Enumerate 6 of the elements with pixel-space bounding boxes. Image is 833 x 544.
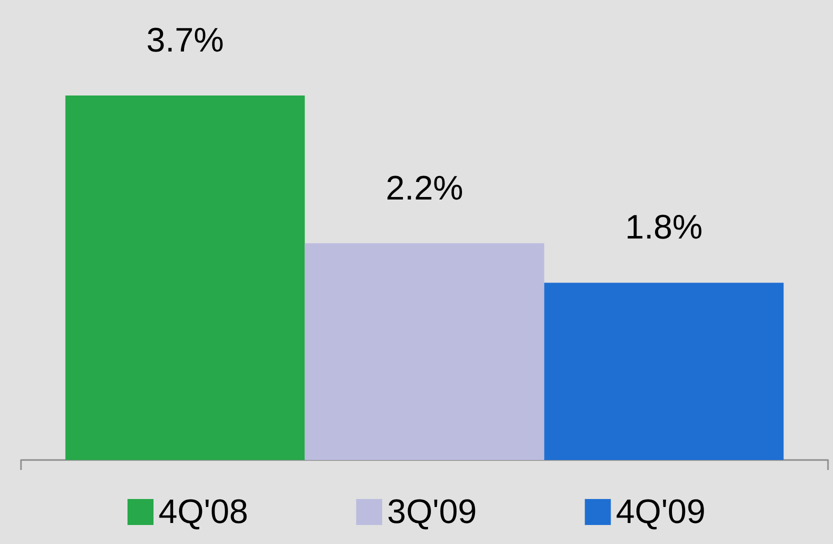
legend-label: 4Q'08 — [158, 493, 248, 531]
data-label: 2.2% — [386, 169, 464, 208]
legend-label: 3Q'09 — [387, 493, 477, 531]
legend-label: 4Q'09 — [616, 493, 706, 531]
data-label: 1.8% — [625, 208, 703, 247]
data-label: 3.7% — [146, 22, 224, 60]
